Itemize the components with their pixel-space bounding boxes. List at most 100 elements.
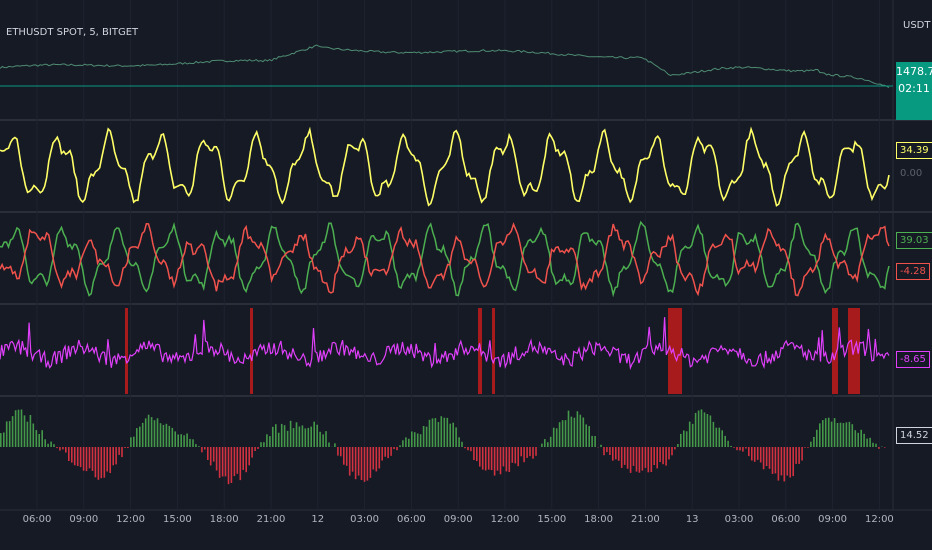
histogram-bar <box>703 412 706 447</box>
histogram-bar <box>124 447 126 448</box>
histogram-bar <box>366 447 369 481</box>
histogram-bar <box>872 442 874 447</box>
histogram-bar <box>644 447 647 468</box>
histogram-bar <box>786 447 789 476</box>
histogram-bar <box>541 443 543 447</box>
histogram-bar <box>455 427 457 447</box>
histogram-bar <box>440 416 443 447</box>
histogram-bar <box>227 447 230 485</box>
histogram-bar <box>845 422 848 447</box>
histogram-bar <box>292 428 295 447</box>
histogram-bar <box>493 447 496 476</box>
histogram-bar <box>801 447 803 461</box>
time-tick-label: 18:00 <box>584 514 614 525</box>
histogram-bar <box>827 417 830 447</box>
histogram-bar <box>97 447 100 480</box>
histogram-bar <box>351 447 354 472</box>
histogram-bar <box>807 447 809 448</box>
last-price-tag: 1478.74 02:11 <box>896 62 932 120</box>
histogram-bar <box>263 442 265 447</box>
time-tick-label: 09:00 <box>818 514 848 525</box>
histogram-bar <box>748 447 750 457</box>
histogram-bar <box>819 423 821 447</box>
histogram-bar <box>354 447 357 480</box>
histogram-bar <box>612 447 614 461</box>
histogram-bar <box>195 444 197 447</box>
histogram-bar <box>558 422 561 447</box>
histogram-bar <box>381 447 383 461</box>
histogram-bar <box>307 427 310 447</box>
time-tick-label: 06:00 <box>396 514 426 525</box>
histogram-bar <box>795 447 797 464</box>
histogram-bar <box>150 417 153 447</box>
time-tick-label: 09:00 <box>69 514 99 525</box>
histogram-bar <box>35 430 38 447</box>
histogram-bar <box>745 447 747 449</box>
histogram-value-label: 14.52 <box>896 427 932 444</box>
histogram-bar <box>594 436 596 447</box>
histogram-bar <box>576 411 579 447</box>
histogram-bar <box>665 447 667 466</box>
time-tick-label: 06:00 <box>22 514 52 525</box>
histogram-bar <box>564 420 567 447</box>
histogram-bar <box>76 447 79 466</box>
histogram-bar <box>555 428 558 447</box>
histogram-bar <box>68 447 70 461</box>
histogram-bar <box>345 447 348 466</box>
histogram-bar <box>816 429 818 447</box>
histogram-bar <box>824 418 827 447</box>
histogram-bar <box>59 447 61 451</box>
histogram-bar <box>23 415 26 447</box>
time-tick-label: 21:00 <box>630 514 660 525</box>
histogram-bar <box>792 447 794 477</box>
histogram-bar <box>283 425 286 447</box>
histogram-bar <box>224 447 227 477</box>
histogram-bar <box>529 447 531 457</box>
histogram-bar <box>437 422 440 447</box>
histogram-bar <box>189 438 191 447</box>
histogram-bar <box>174 431 176 447</box>
histogram-bar <box>239 447 242 481</box>
histogram-bar <box>656 447 658 469</box>
histogram-bar <box>236 447 239 474</box>
histogram-bar <box>304 428 307 447</box>
histogram-bar <box>842 423 845 447</box>
histogram-bar <box>212 447 215 462</box>
histogram-bar <box>839 422 842 447</box>
histogram-bar <box>47 443 49 447</box>
highlight-zone <box>125 308 128 394</box>
histogram-bar <box>162 424 165 447</box>
histogram-bar <box>683 430 685 447</box>
histogram-bar <box>721 430 723 447</box>
histogram-bar <box>561 420 564 447</box>
histogram-bar <box>0 433 2 447</box>
histogram-bar <box>783 447 786 482</box>
histogram-bar <box>759 447 762 463</box>
histogram-bar <box>177 434 179 447</box>
histogram-bar <box>425 426 428 447</box>
histogram-bar <box>272 426 274 447</box>
histogram-bar <box>289 420 292 447</box>
histogram-bar <box>650 447 653 472</box>
histogram-bar <box>680 433 682 447</box>
histogram-bar <box>452 422 454 447</box>
hidden-axis-value: 0.00 <box>900 168 923 179</box>
histogram-bar <box>136 428 138 447</box>
time-tick-label: 18:00 <box>209 514 239 525</box>
histogram-bar <box>585 424 587 447</box>
histogram-bar <box>697 410 700 447</box>
histogram-bar <box>674 447 676 450</box>
histogram-bar <box>343 447 345 465</box>
histogram-bar <box>301 425 304 447</box>
histogram-bar <box>677 444 679 447</box>
histogram-bar <box>780 447 783 476</box>
histogram-bar <box>431 418 434 447</box>
histogram-bar <box>8 421 11 447</box>
histogram-bar <box>121 447 123 458</box>
histogram-bar <box>848 421 851 447</box>
histogram-bar <box>204 447 206 450</box>
histogram-bar <box>230 447 233 483</box>
histogram-bar <box>402 440 404 447</box>
histogram-bar <box>798 447 800 464</box>
